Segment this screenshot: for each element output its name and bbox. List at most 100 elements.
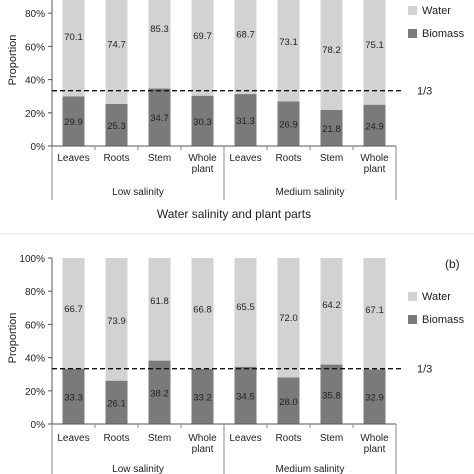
data-label-biomass: 30.3 xyxy=(193,117,212,128)
data-label-water: 74.7 xyxy=(107,39,126,50)
data-label-water: 66.8 xyxy=(193,304,212,315)
x-tick-label: Stem xyxy=(148,153,171,164)
data-label-biomass: 35.8 xyxy=(322,390,341,401)
x-tick-label: plant xyxy=(192,444,214,455)
bar-biomass xyxy=(234,94,257,146)
x-tick-label: Stem xyxy=(148,433,171,444)
bar-biomass xyxy=(191,368,214,424)
x-tick-label: Leaves xyxy=(57,153,89,164)
legend-swatch xyxy=(408,6,417,15)
data-label-biomass: 38.2 xyxy=(150,388,169,399)
y-tick-label: 80% xyxy=(25,9,45,20)
bar-biomass xyxy=(148,360,171,424)
bar-water xyxy=(277,258,300,378)
data-label-water: 67.1 xyxy=(365,305,384,316)
legend-label: Biomass xyxy=(422,28,465,40)
bar-biomass xyxy=(363,104,386,146)
data-label-biomass: 26.1 xyxy=(107,398,126,409)
data-label-water: 61.8 xyxy=(150,296,169,307)
data-label-water: 68.7 xyxy=(236,29,255,40)
x-tick-label: Whole xyxy=(360,433,389,444)
bar-water xyxy=(191,0,214,96)
data-label-biomass: 28.0 xyxy=(279,397,298,408)
bar-biomass xyxy=(191,95,214,146)
bar-water xyxy=(234,258,257,367)
x-tick-label: plant xyxy=(192,164,214,175)
legend-swatch xyxy=(408,29,417,38)
group-label: Low salinity xyxy=(112,187,164,198)
data-label-water: 69.7 xyxy=(193,31,212,42)
y-tick-label: 40% xyxy=(25,354,45,365)
y-tick-label: 80% xyxy=(25,287,45,298)
bar-biomass xyxy=(62,368,85,424)
bar-water xyxy=(148,0,171,89)
bar-water xyxy=(277,0,300,102)
bar-water xyxy=(363,0,386,105)
panel-label: (b) xyxy=(445,257,460,271)
data-label-water: 66.7 xyxy=(64,304,83,315)
x-tick-label: Whole xyxy=(360,153,389,164)
group-label: Medium salinity xyxy=(276,464,345,474)
data-label-biomass: 33.2 xyxy=(193,392,212,403)
bar-biomass xyxy=(277,377,300,424)
y-tick-label: 100% xyxy=(19,254,45,265)
legend-label: Water xyxy=(422,291,451,303)
data-label-water: 64.2 xyxy=(322,300,341,311)
x-tick-label: Whole xyxy=(188,433,217,444)
y-axis-title: Proportion xyxy=(7,313,19,364)
bar-biomass xyxy=(320,364,343,424)
bar-biomass xyxy=(62,96,85,146)
y-tick-label: 0% xyxy=(31,142,46,153)
bar-water xyxy=(320,0,343,110)
data-label-water: 73.9 xyxy=(107,316,126,327)
data-label-biomass: 34.7 xyxy=(150,113,169,124)
x-axis-title: Water salinity and plant parts xyxy=(157,207,311,221)
bar-water xyxy=(62,258,85,369)
bar-water xyxy=(62,0,85,97)
data-label-water: 85.3 xyxy=(150,24,169,35)
x-tick-label: Stem xyxy=(320,433,343,444)
data-label-biomass: 29.9 xyxy=(64,117,83,128)
x-tick-label: Leaves xyxy=(57,433,89,444)
bar-biomass xyxy=(363,369,386,424)
y-tick-label: 20% xyxy=(25,387,45,398)
x-tick-label: plant xyxy=(364,164,386,175)
bar-biomass xyxy=(320,109,343,146)
bar-water xyxy=(363,258,386,370)
data-label-biomass: 31.3 xyxy=(236,116,255,127)
legend-swatch xyxy=(408,315,417,324)
legend-label: Water xyxy=(422,5,451,17)
bar-biomass xyxy=(148,88,171,146)
x-tick-label: Roots xyxy=(103,153,129,164)
data-label-water: 72.0 xyxy=(279,313,298,324)
data-label-water: 73.1 xyxy=(279,37,298,48)
x-tick-label: Whole xyxy=(188,153,217,164)
bar-biomass xyxy=(234,366,257,424)
bar-water xyxy=(148,258,171,361)
y-tick-label: 60% xyxy=(25,42,45,53)
data-label-biomass: 26.9 xyxy=(279,120,298,131)
x-tick-label: Stem xyxy=(320,153,343,164)
group-label: Low salinity xyxy=(112,464,164,474)
legend-swatch xyxy=(408,292,417,301)
x-tick-label: Roots xyxy=(103,433,129,444)
x-tick-label: Roots xyxy=(275,153,301,164)
y-tick-label: 40% xyxy=(25,76,45,87)
data-label-biomass: 32.9 xyxy=(365,393,384,404)
bar-water xyxy=(105,258,128,381)
y-tick-label: 0% xyxy=(31,420,46,431)
bar-water xyxy=(234,0,257,95)
bar-biomass xyxy=(105,380,128,424)
data-label-water: 70.1 xyxy=(64,32,83,43)
group-label: Medium salinity xyxy=(276,187,345,198)
data-label-water: 75.1 xyxy=(365,40,384,51)
data-label-biomass: 33.3 xyxy=(64,392,83,403)
data-label-biomass: 24.9 xyxy=(365,121,384,132)
bar-biomass xyxy=(105,104,128,146)
data-label-biomass: 34.5 xyxy=(236,391,255,402)
x-tick-label: Roots xyxy=(275,433,301,444)
reference-line-label: 1/3 xyxy=(417,86,432,98)
bar-water xyxy=(191,258,214,369)
y-tick-label: 20% xyxy=(25,109,45,120)
